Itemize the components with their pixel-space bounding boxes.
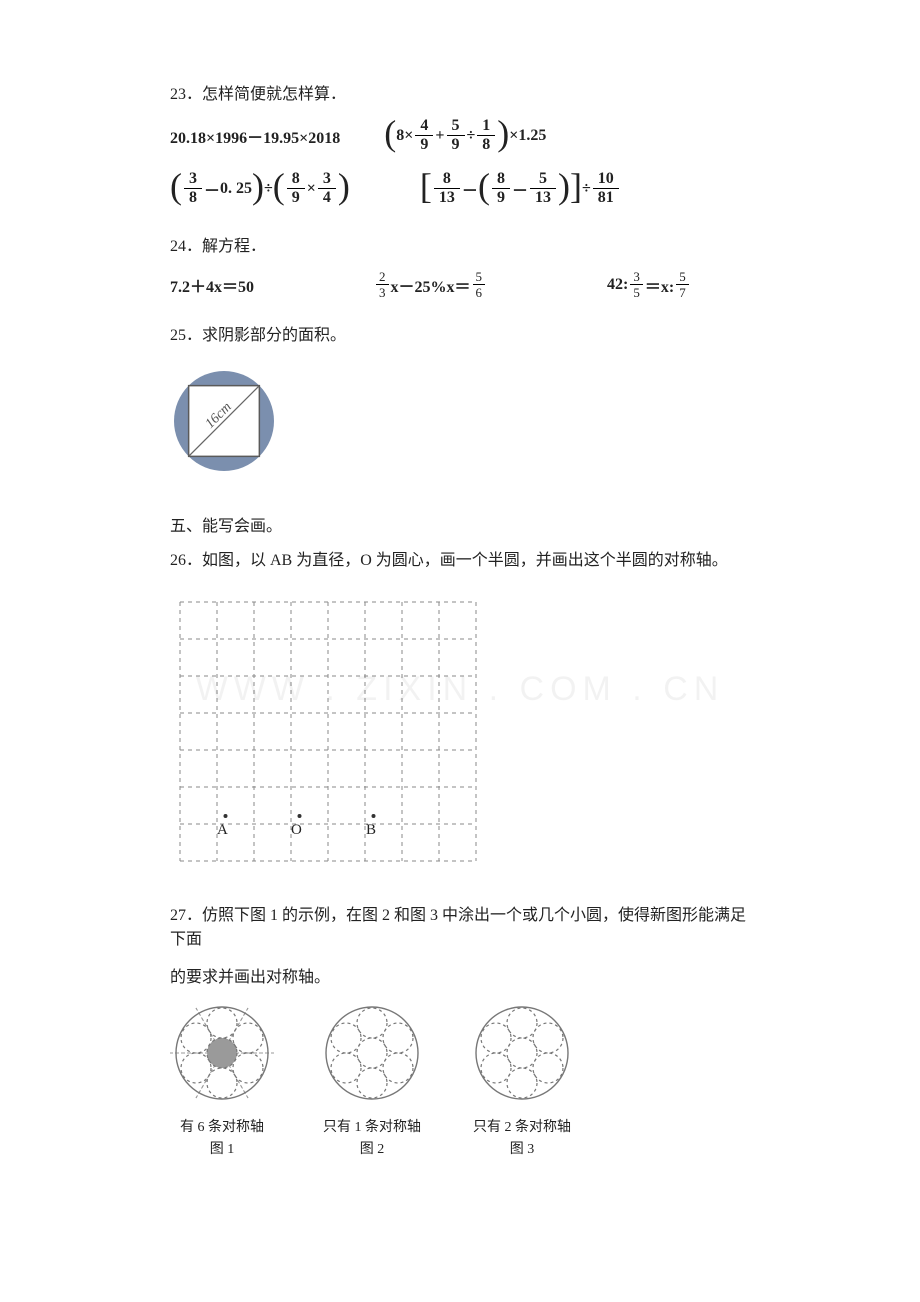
- fig2-cap2: 图 2: [320, 1138, 424, 1158]
- eq1: 7.2＋4x＝50: [170, 273, 254, 297]
- fig1: [170, 1001, 274, 1105]
- expr-row-2: ( 38 － 0. 25 ) ÷ ( 89 × 34 ) [ 813 － ( 8…: [170, 171, 750, 206]
- fig1-cap2: 图 1: [170, 1138, 274, 1158]
- expr-row-1: 20.18×1996－19.95×2018 ( 8× 49 + 59 ÷ 18 …: [170, 118, 750, 153]
- c-minus: 0. 25: [220, 180, 252, 198]
- fig1-cap1: 有 6 条对称轴: [170, 1116, 274, 1136]
- fig3: [470, 1001, 574, 1105]
- q27-label-1: 27．仿照下图 1 的示例，在图 2 和图 3 中涂出一个或几个小圆，使得新图形…: [170, 901, 750, 949]
- frac-5-9: 59: [447, 118, 465, 153]
- eq3-pre: 42:: [607, 276, 628, 294]
- frac-8-9b: 89: [492, 171, 510, 206]
- frac-8-13a: 813: [434, 171, 460, 206]
- q26-label: 26．如图，以 AB 为直径，O 为圆心，画一个半圆，并画出这个半圆的对称轴。: [170, 546, 750, 570]
- eq-row: 7.2＋4x＝50 2 3 x－25%x＝ 5 6 42: 3 5 ＝x: 5 …: [170, 270, 750, 299]
- frac-5-6: 5 6: [473, 270, 486, 299]
- paren-open: (: [384, 119, 396, 148]
- frac-4-9: 49: [415, 118, 433, 153]
- q23-label: 23．怎样简便就怎样算．: [170, 80, 750, 104]
- fig2: [320, 1001, 424, 1105]
- q25-label: 25．求阴影部分的面积。: [170, 321, 750, 345]
- fig1-col: 有 6 条对称轴 图 1: [170, 1001, 274, 1158]
- fig3-cap1: 只有 2 条对称轴: [470, 1116, 574, 1136]
- paren-close: ): [497, 119, 509, 148]
- q25-figure: 16cm: [170, 367, 278, 475]
- fig3-col: 只有 2 条对称轴 图 3: [470, 1001, 574, 1158]
- frac-3-5: 3 5: [630, 270, 643, 299]
- fig3-cap2: 图 3: [470, 1138, 574, 1158]
- q24-label: 24．解方程．: [170, 232, 750, 256]
- frac-8-9: 89: [287, 171, 305, 206]
- frac-5-13: 513: [530, 171, 556, 206]
- fig2-col: 只有 1 条对称轴 图 2: [320, 1001, 424, 1158]
- q27-label-2: 的要求并画出对称轴。: [170, 963, 750, 987]
- frac-10-81: 10 81: [593, 171, 619, 206]
- frac-3-8: 38: [184, 171, 202, 206]
- q26-grid: A O B: [170, 594, 486, 872]
- frac-3-4: 34: [318, 171, 336, 206]
- eq2-mid: x－25%x＝: [391, 273, 471, 297]
- section-5: 五、能写会画。: [170, 512, 750, 536]
- expr-a: 20.18×1996－19.95×2018: [170, 124, 340, 148]
- fig2-cap1: 只有 1 条对称轴: [320, 1116, 424, 1136]
- frac-1-8: 18: [477, 118, 495, 153]
- page: WWW . ZIXIN . COM . CN 23．怎样简便就怎样算． 20.1…: [0, 0, 920, 1302]
- pt-A: A: [217, 822, 228, 838]
- frac-2-3: 2 3: [376, 270, 389, 299]
- eq3-mid: ＝x:: [645, 273, 674, 297]
- pt-B: B: [366, 822, 376, 838]
- frac-5-7: 5 7: [676, 270, 689, 299]
- pt-O: O: [291, 822, 302, 838]
- expr-b-tail: ×1.25: [509, 127, 546, 145]
- three-figs: 有 6 条对称轴 图 1 只有 1 条对称轴 图 2 只有 2 条对称轴 图 3: [170, 1001, 750, 1158]
